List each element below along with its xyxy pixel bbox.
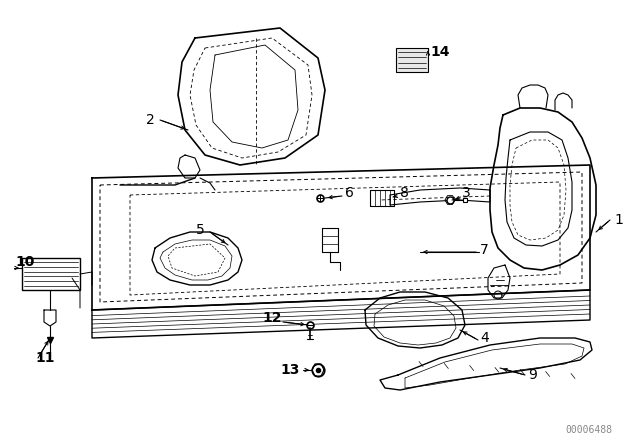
Text: 2: 2 [147,113,155,127]
Text: 4: 4 [480,331,489,345]
Text: 12: 12 [262,311,282,325]
Text: 3: 3 [462,186,471,200]
Text: 13: 13 [280,363,300,377]
Text: 00006488: 00006488 [565,425,612,435]
Bar [22,258,80,290]
Text: 10: 10 [15,255,35,269]
Text: 6: 6 [345,186,354,200]
Text: 7: 7 [480,243,489,257]
Text: 1: 1 [614,213,623,227]
Bar [396,48,428,72]
Text: 11: 11 [35,351,54,365]
Text: 5: 5 [196,223,205,237]
Text: 14: 14 [430,45,449,59]
Text: 8: 8 [400,186,409,200]
Text: 9: 9 [528,368,537,382]
